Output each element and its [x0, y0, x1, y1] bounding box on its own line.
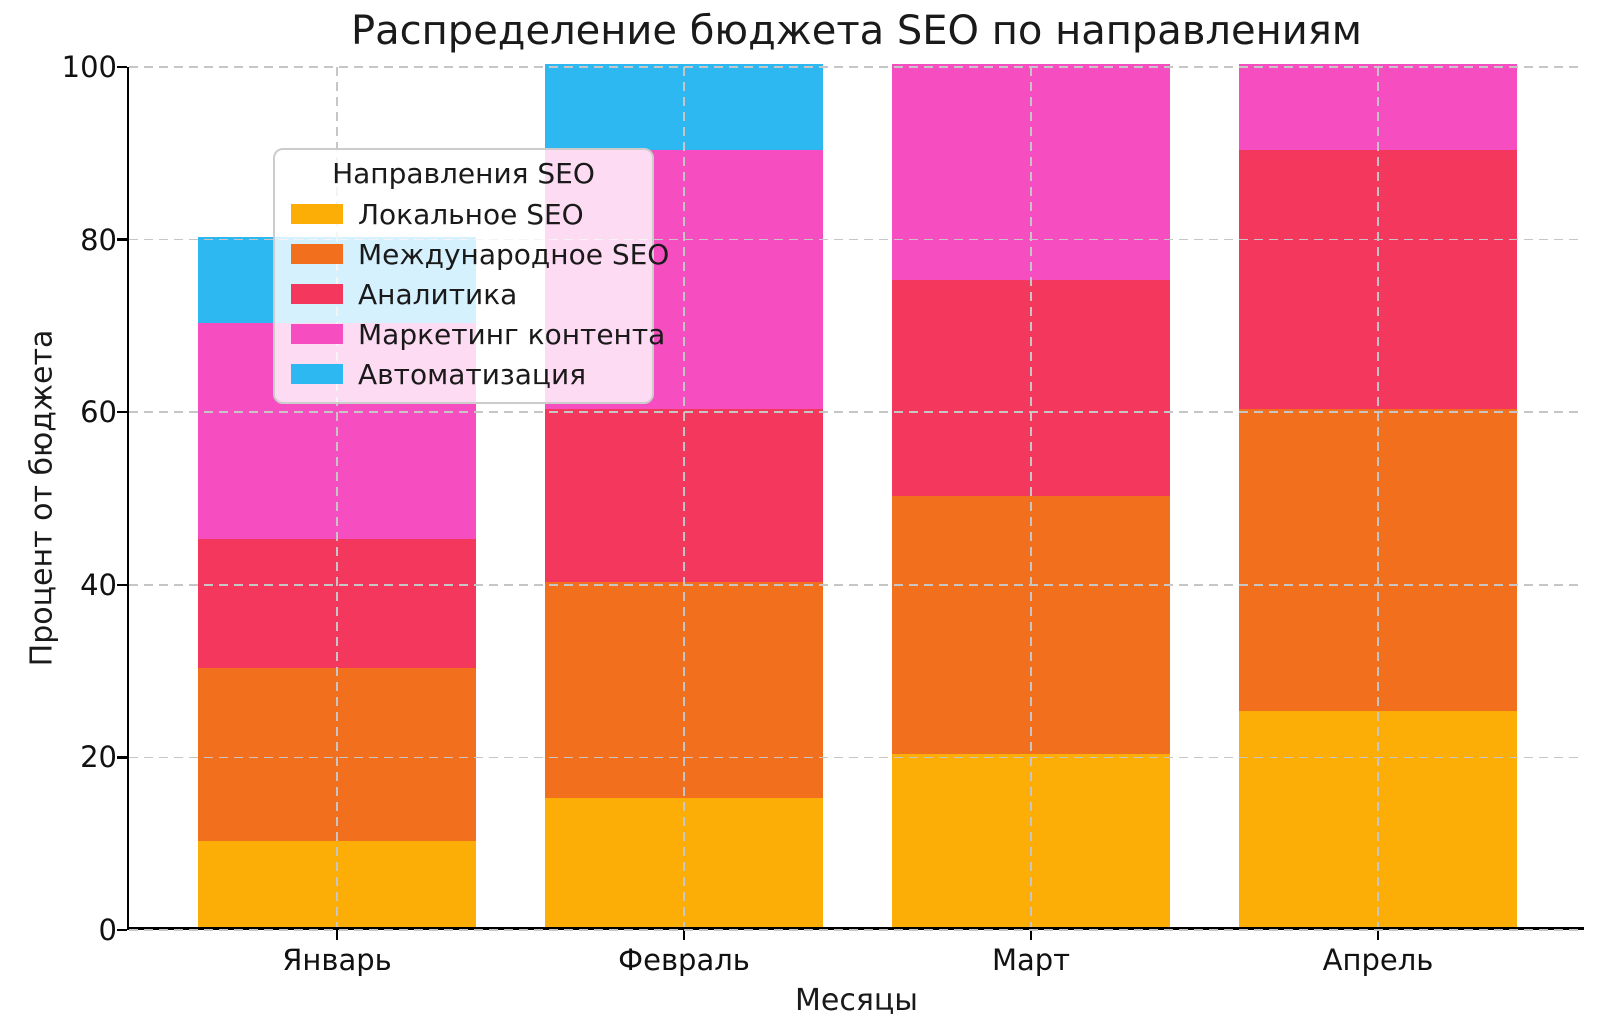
- legend-swatch: [291, 284, 343, 304]
- x-tick-label: Апрель: [1322, 943, 1434, 977]
- x-tick-mark: [1029, 930, 1033, 940]
- legend-items: Локальное SEO Международное SEO Аналитика М…: [275, 194, 669, 394]
- gridline-horizontal: [129, 411, 1584, 414]
- x-tick-mark: [682, 930, 686, 940]
- x-tick-label: Январь: [282, 943, 392, 977]
- legend-item-label: Аналитика: [358, 277, 518, 311]
- x-tick-label: Февраль: [618, 943, 750, 977]
- y-tick-label: 60: [80, 395, 117, 430]
- x-tick-mark: [335, 930, 339, 940]
- y-tick-mark: [116, 65, 127, 69]
- gridline-horizontal: [129, 583, 1584, 586]
- legend-item: Аналитика: [275, 274, 652, 314]
- legend-item-label: Автоматизация: [358, 357, 587, 391]
- y-tick-mark: [116, 583, 127, 587]
- chart-title: Распределение бюджета SEO по направления…: [351, 8, 1362, 54]
- gridline-horizontal: [129, 756, 1584, 759]
- gridline-vertical: [1030, 67, 1032, 927]
- gridline-vertical: [336, 67, 338, 927]
- legend-item-label: Локальное SEO: [358, 197, 584, 231]
- legend-title: Направления SEO: [332, 157, 595, 190]
- gridline-horizontal: [129, 929, 1584, 931]
- plot-area: Распределение бюджета SEO по направления…: [25, 8, 1584, 1018]
- y-tick-mark: [116, 238, 127, 241]
- gridline-horizontal: [129, 66, 1584, 68]
- legend-item: Маркетинг контента: [275, 314, 665, 354]
- legend-swatch: [291, 204, 343, 224]
- x-axis-label: Месяцы: [795, 983, 918, 1018]
- legend-swatch: [291, 324, 343, 344]
- x-tick-label: Март: [991, 943, 1071, 977]
- gridline-vertical: [683, 67, 685, 927]
- legend-swatch: [291, 244, 343, 264]
- gridline-horizontal: [129, 238, 1584, 241]
- legend-item: Автоматизация: [275, 354, 652, 394]
- y-tick-mark: [116, 410, 127, 414]
- y-tick-label: 40: [80, 567, 117, 602]
- y-tick-mark: [116, 756, 127, 759]
- y-tick-label: 0: [98, 913, 117, 947]
- y-axis-label: Процент от бюджета: [24, 329, 60, 667]
- y-tick-mark: [116, 928, 127, 932]
- legend-item: Локальное SEO: [275, 194, 652, 234]
- legend-item: Международное SEO: [275, 234, 669, 274]
- gridline-vertical: [1377, 67, 1379, 927]
- legend: Направления SEO Локальное SEO Международн…: [273, 148, 669, 404]
- y-tick-label: 80: [80, 222, 117, 257]
- legend-item-label: Международное SEO: [358, 237, 670, 271]
- y-tick-label: 20: [80, 740, 117, 775]
- x-tick-mark: [1376, 930, 1380, 940]
- legend-item-label: Маркетинг контента: [358, 317, 666, 351]
- y-tick-label: 100: [61, 50, 117, 84]
- legend-swatch: [291, 364, 343, 384]
